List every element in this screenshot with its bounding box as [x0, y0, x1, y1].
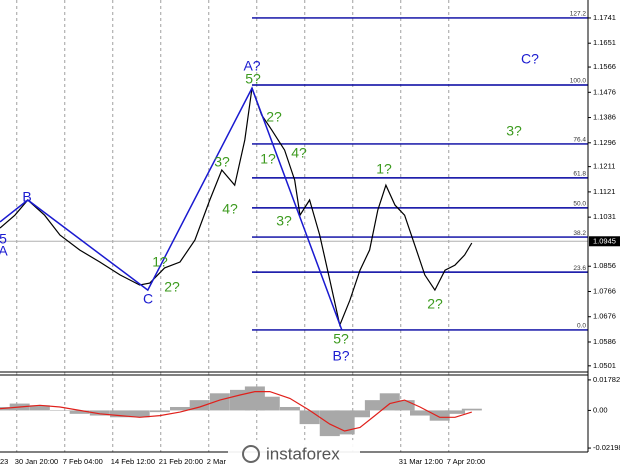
x-tick-label: 7 Apr 20:00	[447, 457, 485, 466]
fib-level-label: 61.8	[573, 171, 586, 178]
wave-label: 5?	[245, 71, 261, 87]
y-tick-label: 1.1741	[593, 13, 616, 22]
watermark: instaforex	[228, 440, 360, 468]
wave-label: B?	[332, 348, 349, 364]
histogram-bar	[299, 410, 320, 425]
fib-level-label: 76.4	[573, 137, 586, 144]
wave-label: 2?	[164, 279, 180, 295]
y-tick-label: 1.1566	[593, 62, 616, 71]
plot-area: 127.2 100.0 76.4 61.8 50.0 38.2 23.6 0.0 5A B 1? 2?…	[0, 0, 588, 452]
fib-level-label: 50.0	[573, 201, 586, 208]
wave-label: C?	[521, 51, 539, 67]
histogram-bar	[461, 408, 482, 411]
fib-level-label: 100.0	[570, 78, 587, 85]
y-tick-label: 1.0856	[593, 261, 616, 270]
wave-label: 3?	[214, 154, 230, 170]
y-tick-label: 0.00	[593, 405, 608, 414]
wave-label: 4?	[222, 201, 238, 217]
x-tick-label: 23	[0, 457, 8, 466]
y-tick-label: 1.0501	[593, 361, 616, 370]
histogram-bar	[149, 410, 170, 413]
current-price-label: 1.0945	[593, 236, 616, 245]
fib-level-label: 23.6	[573, 265, 586, 272]
wave-label: 2?	[266, 109, 282, 125]
wave-label: 3?	[506, 123, 522, 139]
y-tick-label: 1.1476	[593, 87, 616, 96]
histogram-bar	[279, 406, 300, 411]
y-tick-label: 1.1386	[593, 113, 616, 122]
watermark-logo	[242, 445, 260, 463]
wave-label: 1?	[376, 161, 392, 177]
y-tick-label: 1.1211	[593, 162, 615, 171]
wave-label: 5?	[333, 331, 349, 347]
price-line	[0, 87, 473, 328]
wave-label: A?	[243, 58, 260, 74]
y-tick-label: 1.0676	[593, 312, 616, 321]
fib-level-label: 38.2	[573, 230, 586, 237]
y-tick-label: 1.1651	[593, 38, 616, 47]
histogram-bar	[69, 410, 90, 414]
histogram-bar	[410, 410, 430, 416]
current-price-box	[589, 236, 620, 247]
x-tick-label: 2 Mar	[207, 457, 227, 466]
wave-label: 4?	[291, 145, 307, 161]
y-tick-label: 1.0586	[593, 337, 616, 346]
histogram-bar	[394, 400, 415, 411]
signal-line	[0, 391, 472, 432]
wave-label: 1?	[152, 254, 168, 270]
watermark-box	[228, 440, 360, 468]
histogram-bar	[110, 410, 130, 418]
histogram-bar	[364, 400, 385, 411]
histogram-bar	[129, 410, 150, 418]
wave-label: 2?	[427, 296, 443, 312]
histogram-bar	[350, 410, 370, 418]
y-tick-label: -0.02198	[593, 443, 620, 452]
fib-level-label: 0.0	[577, 323, 586, 330]
wave-label: 3?	[276, 213, 292, 229]
histogram-bar	[209, 393, 230, 411]
y-tick-label: 1.0766	[593, 286, 616, 295]
y-tick-label: 1.1296	[593, 138, 616, 147]
histogram-bar	[29, 405, 50, 411]
wave-label: C	[143, 291, 153, 307]
watermark-text: instaforex	[266, 444, 340, 463]
wave-label: A	[0, 243, 8, 259]
fib-level-label: 127.2	[570, 11, 587, 18]
wave-label: B	[22, 189, 31, 205]
x-tick-label: 21 Feb 20:00	[159, 457, 203, 466]
x-tick-label: 14 Feb 12:00	[111, 457, 155, 466]
y-tick-label: 1.1031	[593, 212, 616, 221]
histogram-bar	[189, 400, 210, 411]
histogram-bar	[429, 410, 450, 421]
x-tick-label: 7 Feb 04:00	[63, 457, 103, 466]
y-tick-label: 1.1121	[593, 187, 615, 196]
histogram-bar	[445, 410, 466, 414]
histogram-bar	[259, 396, 280, 411]
histogram-bar	[170, 406, 190, 411]
x-tick-label: 30 Jan 20:00	[15, 457, 58, 466]
wave-label: 5	[0, 231, 7, 247]
wave-label: 1?	[260, 151, 276, 167]
x-tick-label: 31 Mar 12:00	[399, 457, 443, 466]
y-tick-label: 0.01782	[593, 375, 620, 384]
histogram-bar	[50, 410, 70, 411]
histogram-bar	[89, 410, 110, 416]
wave-line	[0, 86, 343, 331]
